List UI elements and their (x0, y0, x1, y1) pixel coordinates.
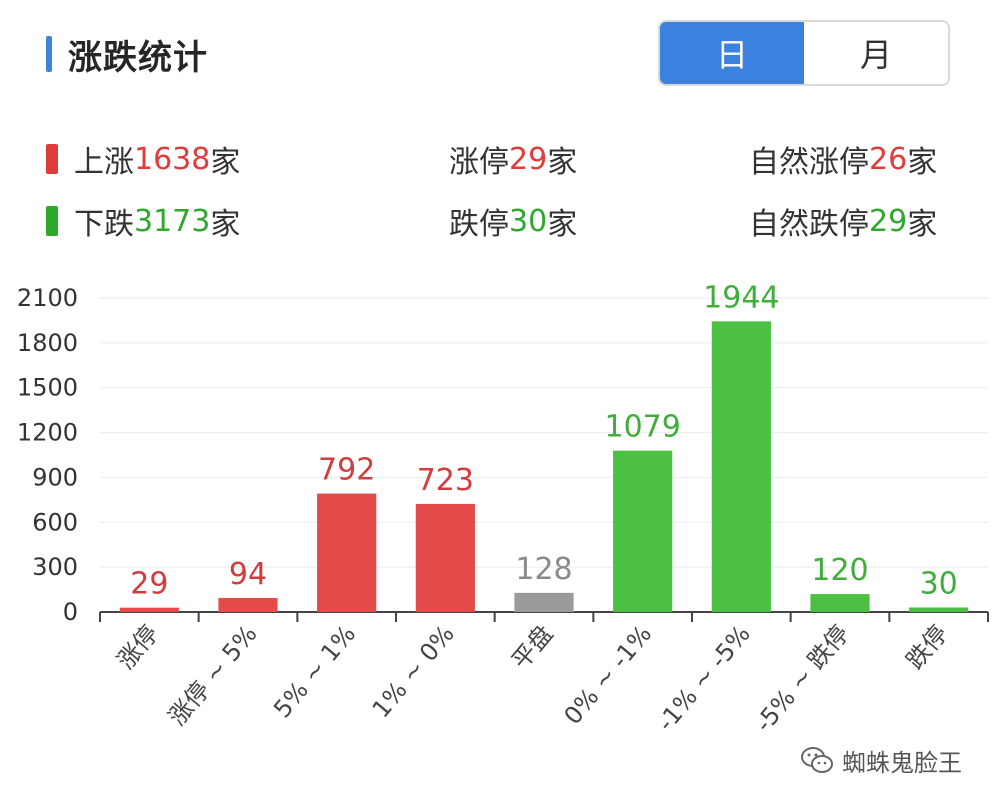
summary-natural-limit-up-value: 26 (869, 141, 908, 177)
summary-natural-limit-up-prefix: 自然涨停 (749, 145, 869, 180)
chart-header: 涨跌统计 (46, 34, 208, 78)
summary-up-prefix: 上涨 (74, 145, 134, 180)
bar (317, 493, 377, 612)
bar-value-label: 723 (417, 463, 474, 498)
x-category-label: 0% ~ -1% (559, 620, 658, 730)
summary-limit-down-prefix: 跌停 (449, 207, 509, 242)
y-tick-label: 300 (32, 553, 78, 581)
summary-limit-up-suffix: 家 (547, 145, 578, 180)
bar-value-label: 94 (229, 557, 267, 592)
x-category-label: -5% ~ 跌停 (750, 620, 855, 738)
bar (415, 503, 475, 612)
bar-chart: 0 300 600 900 1200 1500 1800 2100 29 涨停 94 涨停 ~ 5% 7… (17, 280, 989, 738)
summary-natural-limit-down-prefix: 自然跌停 (749, 207, 869, 242)
y-tick-label: 1500 (17, 374, 78, 402)
bar (218, 597, 278, 612)
up-legend-swatch (46, 144, 58, 174)
x-category-label: -1% ~ -5% (652, 620, 756, 737)
summary-down-suffix: 家 (210, 207, 241, 242)
bar (613, 450, 673, 612)
bar-value-label: 29 (130, 567, 168, 602)
summary-down-value: 3173 (134, 203, 211, 239)
summary-down-prefix: 下跌 (74, 207, 134, 242)
bar-value-label: 1079 (604, 410, 680, 445)
bar-value-label: 128 (515, 552, 572, 587)
x-category-label: 1% ~ 0% (367, 620, 460, 723)
watermark-text: 蜘蛛鬼脸王 (842, 748, 962, 777)
summary-limit-down-suffix: 家 (547, 207, 578, 242)
summary-natural-limit-up-suffix: 家 (907, 145, 938, 180)
bar-value-label: 792 (318, 453, 375, 488)
y-tick-label: 0 (63, 598, 78, 626)
y-tick-label: 600 (32, 508, 78, 536)
summary-limit-up: 涨停 29 家 (449, 137, 577, 181)
x-category-label: 涨停 ~ 5% (163, 620, 263, 731)
bar (810, 594, 870, 612)
summary-natural-limit-down: 自然跌停 29 家 (749, 199, 937, 243)
bar-value-label: 30 (920, 567, 958, 602)
toggle-month[interactable]: 月 (859, 36, 892, 74)
down-legend-swatch (46, 206, 58, 236)
summary-natural-limit-up: 自然涨停 26 家 (749, 137, 937, 181)
summary-limit-up-value: 29 (509, 141, 548, 177)
summary-row-up: 上涨 1638 家 涨停 29 家 自然涨停 26 家 (46, 137, 956, 181)
summary-limit-up-prefix: 涨停 (449, 145, 509, 180)
summary-up-value: 1638 (134, 141, 211, 177)
summary-down: 下跌 3173 家 (46, 199, 240, 243)
bar-value-label: 1944 (703, 280, 779, 315)
summary-row-down: 下跌 3173 家 跌停 30 家 自然跌停 29 家 (46, 199, 956, 243)
bar (119, 607, 179, 612)
bar (909, 607, 969, 612)
summary-natural-limit-down-suffix: 家 (907, 207, 938, 242)
bar-value-label: 120 (811, 553, 868, 588)
y-tick-label: 1800 (17, 329, 78, 357)
toggle-day[interactable]: 日 (660, 22, 804, 84)
summary-up: 上涨 1638 家 (46, 137, 240, 181)
page-title: 涨跌统计 (68, 37, 208, 78)
x-category-label: 涨停 (112, 620, 164, 675)
bar (514, 592, 574, 612)
y-tick-label: 2100 (17, 284, 78, 312)
summary-up-suffix: 家 (210, 145, 241, 180)
summary-limit-down: 跌停 30 家 (449, 199, 577, 243)
y-tick-label: 900 (32, 463, 78, 491)
watermark: 蜘蛛鬼脸王 (800, 742, 962, 778)
x-category-label: 跌停 (901, 620, 953, 675)
bar (711, 321, 771, 612)
y-tick-label: 1200 (17, 419, 78, 447)
x-category-label: 5% ~ 1% (268, 620, 361, 723)
period-toggle[interactable]: 日 月 (658, 20, 950, 86)
summary-natural-limit-down-value: 29 (869, 203, 908, 239)
wechat-icon (801, 747, 833, 773)
summary-limit-down-value: 30 (509, 203, 548, 239)
x-category-label: 平盘 (506, 620, 558, 675)
title-accent-bar (46, 36, 52, 72)
